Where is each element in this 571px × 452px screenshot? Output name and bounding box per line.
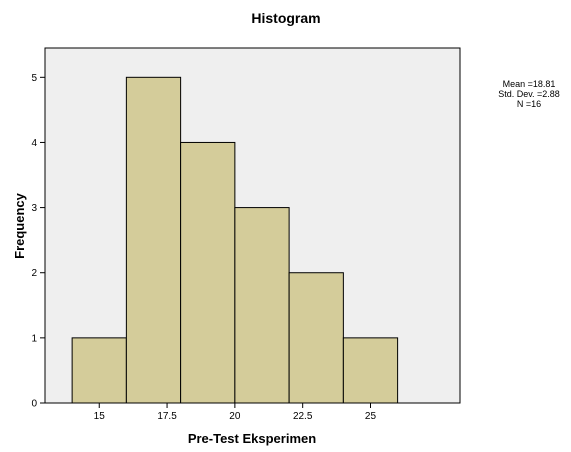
histogram-bar-1 <box>71 337 127 404</box>
y-tick-label: 4 <box>31 138 37 149</box>
y-axis-label: Frequency <box>12 192 27 259</box>
y-tick-label: 1 <box>31 333 37 344</box>
y-tick-label: 5 <box>31 73 37 84</box>
y-axis-ticks: 0 1 2 3 4 5 <box>31 73 45 410</box>
x-axis-ticks: 15 17.5 20 22.5 25 <box>94 403 377 422</box>
x-tick-label: 15 <box>94 411 106 422</box>
x-axis-label: Pre-Test Eksperimen <box>188 431 316 446</box>
histogram-bar-2 <box>125 76 182 404</box>
x-tick-label: 25 <box>365 411 377 422</box>
histogram-bar-4 <box>234 207 290 404</box>
x-tick-label: 17.5 <box>157 411 177 422</box>
stats-box: Mean =18.81 Std. Dev. =2.88 N =16 <box>498 79 560 109</box>
histogram-bar-3 <box>180 141 236 404</box>
stats-mean: Mean =18.81 <box>503 79 556 89</box>
stats-std-dev: Std. Dev. =2.88 <box>498 89 560 99</box>
x-tick-label: 20 <box>229 411 241 422</box>
bars-group <box>71 76 399 404</box>
y-tick-label: 2 <box>31 268 37 279</box>
y-tick-label: 3 <box>31 203 37 214</box>
x-tick-label: 22.5 <box>293 411 313 422</box>
chart-title: Histogram <box>251 10 320 26</box>
histogram-bar-6 <box>342 337 399 404</box>
stats-n: N =16 <box>517 99 541 109</box>
y-tick-label: 0 <box>31 399 37 410</box>
histogram-bar-5 <box>288 272 344 404</box>
